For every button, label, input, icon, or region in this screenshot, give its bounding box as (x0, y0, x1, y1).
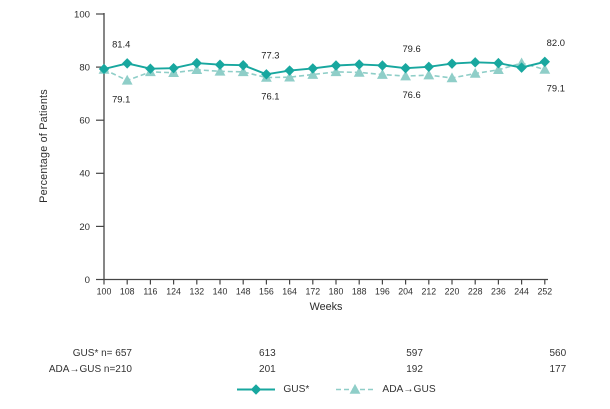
legend-label: ADA→GUS (382, 384, 436, 395)
y-tick-label: 0 (85, 275, 90, 286)
data-point-marker-gus (145, 63, 156, 74)
x-tick-label: 124 (166, 287, 181, 297)
data-label: 82.0 (547, 37, 565, 48)
y-axis-title: Percentage of Patients (38, 89, 50, 203)
data-label: 81.4 (112, 38, 130, 49)
legend-label: GUS* (283, 384, 310, 395)
data-label: 76.6 (402, 89, 420, 100)
x-tick-label: 132 (189, 287, 204, 297)
data-point-marker-gus (330, 60, 342, 71)
x-tick-label: 212 (421, 287, 436, 297)
at-risk-row-gus: GUS* n= 657 613 597 560 (0, 348, 610, 362)
data-label: 79.6 (402, 43, 420, 54)
data-point-marker-gus (307, 63, 318, 74)
at-risk-row-label: GUS* n= 657 (72, 348, 132, 359)
chart-legend: GUS* ADA→GUS (31, 383, 610, 396)
x-tick-label: 156 (259, 287, 274, 297)
legend-item-gus: GUS* (236, 383, 309, 396)
x-tick-label: 100 (97, 287, 112, 297)
data-point-marker-ada-gus (284, 71, 295, 82)
y-tick-label: 40 (79, 169, 90, 180)
y-tick-label: 100 (74, 9, 90, 20)
x-tick-label: 188 (352, 287, 367, 297)
data-point-marker-gus (470, 57, 481, 68)
at-risk-count: 201 (259, 364, 276, 375)
data-point-marker-ada-gus (214, 65, 226, 76)
data-point-marker-ada-gus (493, 64, 504, 75)
data-point-marker-ada-gus (539, 63, 551, 74)
data-label: 79.1 (112, 93, 130, 104)
data-point-marker-gus (446, 58, 458, 69)
x-tick-label: 172 (305, 287, 320, 297)
data-point-marker-gus (122, 58, 133, 69)
data-label: 77.3 (261, 49, 279, 60)
data-point-marker-ada-gus (330, 66, 342, 77)
at-risk-count: 613 (259, 348, 276, 359)
data-point-marker-gus (98, 63, 110, 75)
data-point-marker-ada-gus (237, 66, 249, 77)
data-point-marker-gus (493, 57, 504, 69)
data-point-marker-gus (284, 65, 295, 76)
data-point-marker-gus (168, 62, 179, 74)
y-tick-label: 60 (79, 116, 90, 127)
data-point-marker-gus (539, 56, 550, 67)
series-line-ada-gus (103, 62, 546, 82)
x-axis-title: Weeks (309, 301, 343, 313)
at-risk-count: 597 (406, 348, 423, 359)
x-tick-label: 148 (236, 287, 251, 297)
data-point-marker-gus (191, 57, 202, 69)
data-point-marker-gus (238, 60, 249, 71)
at-risk-count: 192 (406, 364, 423, 375)
data-point-marker-ada-gus (307, 68, 319, 79)
data-point-marker-ada-gus (377, 68, 388, 79)
x-tick-label: 204 (398, 287, 413, 297)
x-tick-label: 116 (143, 287, 157, 297)
x-tick-label: 236 (491, 287, 506, 297)
data-point-marker-ada-gus (353, 66, 365, 77)
chart-canvas: 0 20 40 60 80 100 100 108 116 124 132 140 148 156 164 1… (74, 9, 565, 297)
x-tick-label: 140 (213, 287, 228, 297)
legend-swatch-triangle-icon (336, 383, 375, 394)
data-point-marker-gus (214, 59, 226, 70)
legend-item-ada-gus: ADA→GUS (335, 383, 436, 396)
x-tick-label: 196 (375, 287, 390, 297)
x-tick-label: 228 (468, 287, 483, 297)
x-tick-label: 252 (537, 287, 552, 297)
data-point-marker-ada-gus (423, 69, 435, 80)
at-risk-row-ada-gus: ADA→GUS n=210 201 192 177 (0, 364, 610, 378)
y-tick-label: 80 (79, 63, 90, 74)
x-tick-label: 220 (445, 287, 460, 297)
at-risk-count: 177 (549, 364, 567, 375)
data-point-marker-gus (377, 60, 388, 71)
data-point-marker-ada-gus (469, 67, 481, 78)
data-point-marker-ada-gus (191, 64, 203, 75)
data-point-marker-gus (354, 59, 365, 70)
at-risk-row-label: ADA→GUS n=210 (48, 364, 132, 375)
data-point-marker-ada-gus (121, 74, 133, 85)
x-tick-label: 180 (329, 287, 344, 297)
data-point-marker-gus (261, 69, 272, 80)
data-point-marker-ada-gus (400, 70, 411, 81)
x-tick-label: 164 (282, 287, 297, 297)
legend-swatch-diamond-icon (237, 384, 276, 395)
y-tick-label: 20 (79, 222, 90, 233)
x-tick-label: 244 (514, 287, 529, 297)
data-point-marker-gus (423, 61, 434, 73)
data-label: 76.1 (261, 90, 279, 101)
data-label: 79.1 (547, 82, 565, 93)
at-risk-count: 560 (549, 348, 567, 359)
data-point-marker-gus (516, 62, 527, 73)
data-point-marker-ada-gus (446, 72, 458, 83)
data-point-marker-gus (400, 62, 411, 74)
x-tick-label: 108 (120, 287, 135, 297)
